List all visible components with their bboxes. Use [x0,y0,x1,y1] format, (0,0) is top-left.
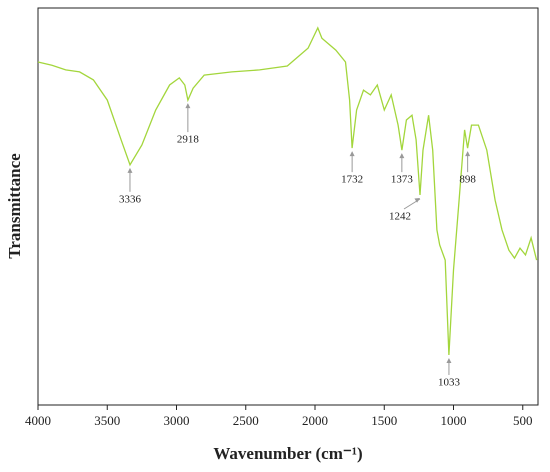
annotation-label: 1373 [391,174,414,186]
annotation-label: 898 [459,174,476,186]
annotation-arrowhead [127,167,133,173]
annotation-label: 1242 [389,211,411,223]
x-tick-label: 4000 [25,413,51,428]
x-tick-label: 1000 [441,413,467,428]
annotation-arrowhead [446,357,452,363]
x-tick-label: 3000 [164,413,190,428]
annotation-label: 1732 [341,174,363,186]
x-tick-label: 3500 [94,413,120,428]
x-axis-title: Wavenumber (cm⁻¹) [213,444,362,463]
x-tick-label: 1500 [371,413,397,428]
annotation-arrowhead [399,153,405,159]
x-tick-label: 2000 [302,413,328,428]
annotation-label: 3336 [119,193,142,205]
x-tick-label: 2500 [233,413,259,428]
annotation-arrowhead [349,151,355,157]
spectrum-line [37,26,538,356]
annotation-label: 1033 [438,377,461,389]
annotation-arrowhead [465,151,471,157]
x-tick-label: 500 [513,413,533,428]
annotation-arrowhead [185,103,191,109]
plot-frame [37,7,539,406]
y-axis-title: Transmittance [5,153,24,259]
annotation-label: 2918 [177,134,200,146]
annotation-arrowhead [414,197,420,203]
